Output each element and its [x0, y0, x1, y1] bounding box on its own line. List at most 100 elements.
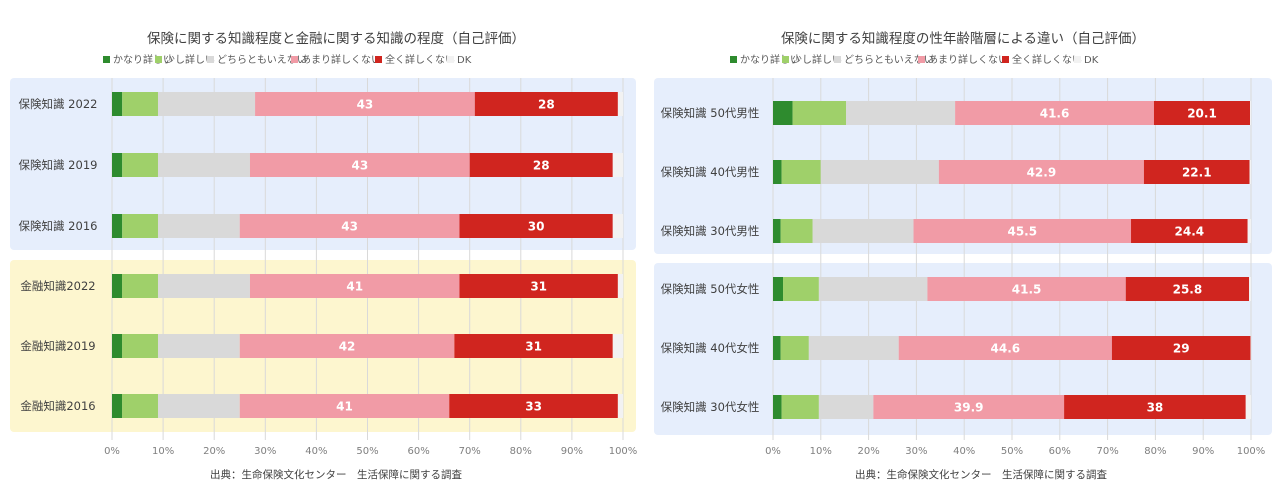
x-tick-label: 90% — [1192, 446, 1214, 457]
bar-segment — [459, 214, 613, 238]
chart-panel-knowledge-trend: 0% 10% 20% 30% 40% 50% 60% 70% 80% 90% 100% 保険に関する知… — [10, 30, 638, 481]
bar-segment — [157, 153, 250, 177]
bar-segment — [612, 214, 623, 238]
bar-segment — [773, 336, 781, 360]
data-label: 28 — [533, 159, 550, 173]
legend-label: かなり詳しい — [740, 53, 800, 66]
category-label: 保険知識 30代男性 — [661, 224, 760, 238]
data-label: 25.8 — [1173, 283, 1203, 297]
category-label: 保険知識 50代男性 — [661, 106, 760, 120]
data-label: 42.9 — [1027, 166, 1057, 180]
bar-segment — [122, 214, 158, 238]
bar-segment — [449, 394, 618, 418]
chart-title: 保険に関する知識程度と金融に関する知識の程度（自己評価） — [147, 30, 525, 47]
category-label: 保険知識 2019 — [19, 158, 98, 172]
bar-segment — [773, 160, 782, 184]
data-label: 41.6 — [1040, 107, 1070, 121]
bar-segment — [112, 334, 123, 358]
category-label: 保険知識 2016 — [19, 219, 98, 233]
x-tick-label: 80% — [1144, 446, 1166, 457]
x-tick-label: 60% — [407, 446, 429, 457]
data-label: 42 — [339, 340, 356, 354]
category-label: 保険知識 40代男性 — [661, 165, 760, 179]
x-tick-label: 60% — [1049, 446, 1071, 457]
data-label: 43 — [341, 220, 358, 234]
x-tick-label: 100% — [609, 446, 638, 457]
legend-swatch — [782, 56, 789, 63]
bar-segment — [249, 274, 460, 298]
bar-segment — [780, 336, 809, 360]
data-label: 41 — [346, 280, 363, 294]
legend-swatch — [730, 56, 737, 63]
category-label: 保険知識 2022 — [19, 97, 98, 111]
legend-swatch — [207, 56, 214, 63]
bar-segment — [157, 334, 240, 358]
legend-swatch — [834, 56, 841, 63]
data-label: 43 — [351, 159, 368, 173]
legend-swatch — [918, 56, 925, 63]
legend-swatch — [103, 56, 110, 63]
x-tick-label: 30% — [905, 446, 927, 457]
bar-segment — [927, 277, 1126, 301]
bar-segment — [1153, 101, 1251, 125]
x-tick-label: 0% — [104, 446, 120, 457]
bar-segment — [938, 160, 1144, 184]
legend-label: 少し詳しい — [792, 53, 842, 66]
bar-segment — [255, 92, 475, 116]
legend-swatch — [447, 56, 454, 63]
bar-segment — [112, 214, 123, 238]
bar-segment — [781, 160, 821, 184]
legend-label: あまり詳しくない — [301, 53, 381, 66]
category-label: 保険知識 40代女性 — [661, 341, 760, 355]
bar-segment — [617, 394, 623, 418]
data-label: 41 — [336, 400, 353, 414]
chart-title: 保険に関する知識程度の性年齢階層による違い（自己評価） — [781, 30, 1145, 47]
x-tick-label: 100% — [1237, 446, 1266, 457]
legend-swatch — [1074, 56, 1081, 63]
x-tick-label: 10% — [810, 446, 832, 457]
category-label: 金融知識2019 — [20, 339, 95, 353]
legend-label: 全く詳しくない — [385, 53, 455, 66]
bar-segment — [1125, 277, 1250, 301]
data-label: 43 — [357, 98, 374, 112]
bar-segment — [112, 394, 123, 418]
bar-segment — [122, 274, 158, 298]
bar-segment — [112, 153, 123, 177]
source-note: 出典：生命保険文化センター 生活保障に関する調査 — [210, 468, 462, 481]
x-tick-label: 20% — [203, 446, 225, 457]
bar-segment — [122, 394, 158, 418]
x-tick-label: 70% — [459, 446, 481, 457]
bar-segment — [781, 395, 819, 419]
bar-segment — [846, 101, 956, 125]
bar-segment — [1064, 395, 1246, 419]
data-label: 45.5 — [1007, 225, 1037, 239]
x-tick-label: 10% — [152, 446, 174, 457]
x-tick-label: 30% — [254, 446, 276, 457]
bar-segment — [792, 101, 847, 125]
bar-segment — [617, 274, 623, 298]
x-tick-label: 80% — [510, 446, 532, 457]
data-label: 38 — [1147, 401, 1164, 415]
x-tick-label: 40% — [953, 446, 975, 457]
bar-segment — [239, 394, 450, 418]
bar-segment — [157, 92, 256, 116]
bar-segment — [469, 153, 613, 177]
x-tick-label: 50% — [356, 446, 378, 457]
x-tick-label: 40% — [305, 446, 327, 457]
data-label: 22.1 — [1182, 166, 1212, 180]
data-label: 31 — [530, 280, 547, 294]
data-label: 29 — [1173, 342, 1190, 356]
data-label: 24.4 — [1175, 225, 1205, 239]
bar-segment — [157, 274, 250, 298]
bar-segment — [1143, 160, 1250, 184]
bar-segment — [239, 214, 460, 238]
bar-segment — [1131, 219, 1248, 243]
bar-segment — [773, 219, 781, 243]
legend-label: どちらともいえない — [217, 54, 307, 66]
bar-segment — [249, 153, 470, 177]
legend-label: どちらともいえない — [844, 54, 934, 66]
bar-segment — [818, 277, 928, 301]
bar-segment — [122, 153, 158, 177]
category-label: 金融知識2022 — [20, 279, 95, 293]
bar-segment — [122, 92, 158, 116]
